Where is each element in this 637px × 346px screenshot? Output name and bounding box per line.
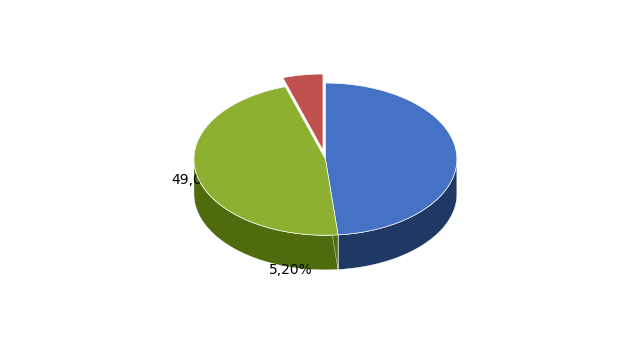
Text: 5,20%: 5,20% <box>269 263 313 277</box>
Polygon shape <box>283 74 323 150</box>
Polygon shape <box>326 159 338 270</box>
Polygon shape <box>326 159 338 270</box>
Polygon shape <box>194 160 338 270</box>
Polygon shape <box>338 161 457 270</box>
Polygon shape <box>326 83 457 235</box>
Text: 49,01%: 49,01% <box>171 173 224 187</box>
Text: 50,99%: 50,99% <box>375 125 428 138</box>
Polygon shape <box>194 87 338 235</box>
